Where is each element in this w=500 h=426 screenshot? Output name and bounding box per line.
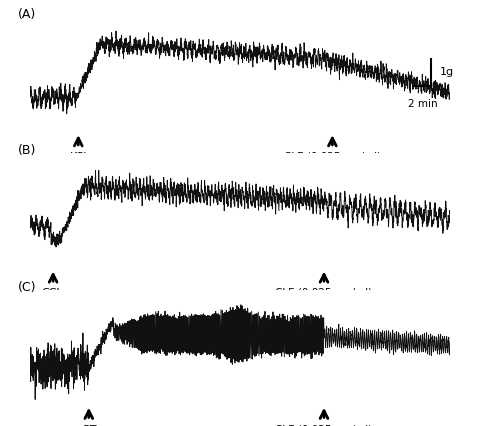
Text: OT: OT xyxy=(81,425,96,426)
Text: CLE (0.025 mg/ml): CLE (0.025 mg/ml) xyxy=(276,425,372,426)
Text: CLE (0.025 mg/ml): CLE (0.025 mg/ml) xyxy=(284,152,381,162)
Text: (C): (C) xyxy=(18,281,36,294)
Text: KCl: KCl xyxy=(70,152,87,162)
Text: 1g: 1g xyxy=(440,67,454,78)
Text: CCh: CCh xyxy=(42,288,64,299)
Text: CLE (0.025 mg/ml): CLE (0.025 mg/ml) xyxy=(276,288,372,299)
Text: (B): (B) xyxy=(18,144,36,158)
Text: (A): (A) xyxy=(18,8,36,21)
Text: 2 min: 2 min xyxy=(408,99,438,109)
